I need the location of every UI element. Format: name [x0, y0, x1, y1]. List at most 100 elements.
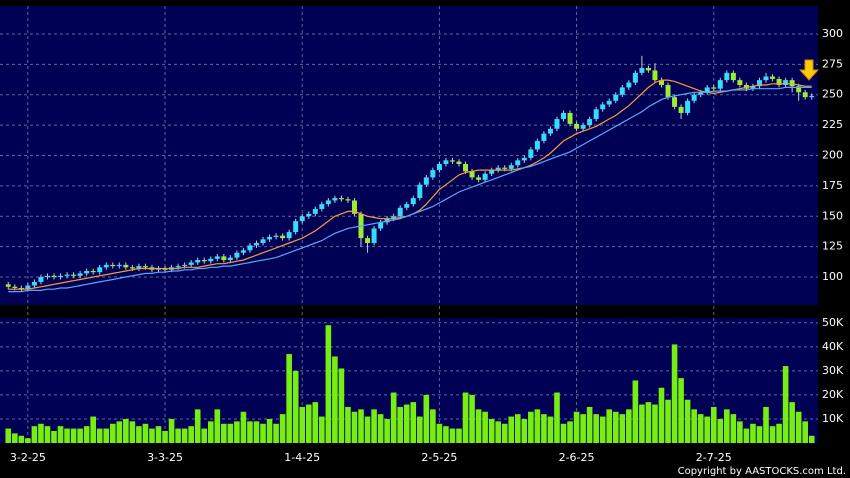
- candle-body: [293, 221, 299, 233]
- volume-bar: [77, 428, 83, 443]
- candle-body: [38, 277, 44, 282]
- candle-body: [417, 184, 423, 199]
- volume-bar: [90, 416, 96, 443]
- volume-bar: [155, 426, 162, 443]
- volume-bar: [671, 344, 678, 443]
- candle-body: [378, 222, 384, 229]
- volume-bar: [808, 435, 815, 443]
- candle-body: [286, 232, 292, 239]
- volume-bar: [397, 406, 404, 443]
- x-tick-label: 3-2-25: [10, 451, 46, 464]
- volume-bar: [136, 426, 142, 443]
- candle-body: [730, 72, 736, 81]
- volume-bar: [57, 426, 64, 443]
- volume-bar: [717, 418, 724, 443]
- volume-bar: [247, 421, 253, 443]
- candle-body: [789, 80, 795, 87]
- volume-bar: [802, 421, 809, 443]
- volume-bar: [626, 409, 632, 443]
- plot-layer: 10K 20K 30K 40K 50K 3-2-25 3-3-25 1-4-25 2-5-25 2…: [0, 6, 844, 464]
- candle-body: [430, 170, 436, 178]
- candle-body: [97, 267, 103, 273]
- volume-bar: [488, 418, 495, 443]
- candle-body: [443, 160, 449, 165]
- candle-body: [31, 281, 37, 286]
- candle-body: [678, 106, 684, 113]
- candle-body: [18, 287, 24, 290]
- y-tick-label: 300: [822, 27, 843, 40]
- candle-body: [404, 204, 410, 208]
- candle-body: [332, 198, 338, 201]
- y-tick-label: 125: [822, 240, 843, 253]
- volume-bar: [724, 409, 730, 443]
- volume-bar: [64, 428, 70, 443]
- volume-bar: [639, 404, 645, 443]
- candle-body: [338, 198, 344, 200]
- candle-body: [201, 260, 207, 262]
- volume-bar: [18, 435, 25, 443]
- volume-bar: [619, 414, 626, 443]
- candle-body: [652, 70, 658, 81]
- candle-body: [273, 235, 279, 237]
- candle-body: [436, 164, 442, 171]
- candle-body: [227, 257, 233, 261]
- candle-body: [267, 236, 273, 240]
- volume-bar: [279, 414, 286, 443]
- candle-body: [71, 274, 77, 276]
- volume-bar: [632, 380, 639, 443]
- volume-bar: [612, 411, 619, 443]
- candle-body: [51, 275, 57, 278]
- volume-bar: [214, 409, 221, 443]
- volume-bar: [756, 426, 763, 443]
- candle-body: [691, 94, 697, 101]
- candle-body: [658, 80, 664, 86]
- candle-body: [756, 80, 762, 87]
- candle-body: [521, 157, 527, 161]
- volume-bar: [351, 411, 358, 443]
- candle-body: [587, 119, 593, 126]
- volume-bar: [31, 426, 38, 443]
- candle-body: [325, 200, 331, 205]
- candle-body: [606, 100, 612, 105]
- candle-body: [449, 160, 455, 162]
- candle-body: [672, 97, 678, 107]
- volume-bar: [384, 418, 390, 443]
- volume-bar: [149, 428, 155, 443]
- volume-bar: [430, 409, 436, 443]
- volume-bar: [142, 423, 149, 443]
- volume-bar: [5, 428, 12, 443]
- candle-body: [365, 238, 371, 244]
- candle-body: [299, 216, 305, 222]
- candle-body: [665, 85, 671, 98]
- copyright: Copyright by AASTOCKS.com Ltd.: [678, 466, 846, 477]
- volume-bar: [253, 421, 260, 443]
- volume-bar: [789, 402, 795, 443]
- volume-bar: [567, 421, 573, 443]
- volume-bar: [665, 399, 671, 443]
- candle-body: [528, 149, 534, 158]
- candle-body: [260, 239, 266, 244]
- candle-body: [195, 260, 201, 263]
- volume-bar: [345, 406, 351, 443]
- volume-bar: [292, 370, 299, 443]
- volume-bar: [305, 404, 312, 443]
- candle-body: [554, 119, 560, 129]
- candle-body: [351, 200, 357, 214]
- candle-body: [103, 264, 109, 268]
- moving-average-line: [8, 86, 812, 293]
- volume-bar: [782, 366, 789, 443]
- volume-bar: [358, 409, 364, 443]
- candle-body: [345, 199, 351, 201]
- volume-bar: [44, 426, 51, 443]
- candle-body: [221, 256, 227, 261]
- volume-bar: [691, 409, 697, 443]
- volume-bar: [338, 368, 345, 443]
- candle-body: [619, 87, 625, 95]
- volume-bar: [11, 433, 18, 443]
- candle-body: [456, 161, 462, 165]
- volume-bar: [508, 416, 515, 443]
- volume-bar: [364, 416, 371, 443]
- volume-bar: [416, 416, 423, 443]
- volume-bar: [38, 423, 44, 443]
